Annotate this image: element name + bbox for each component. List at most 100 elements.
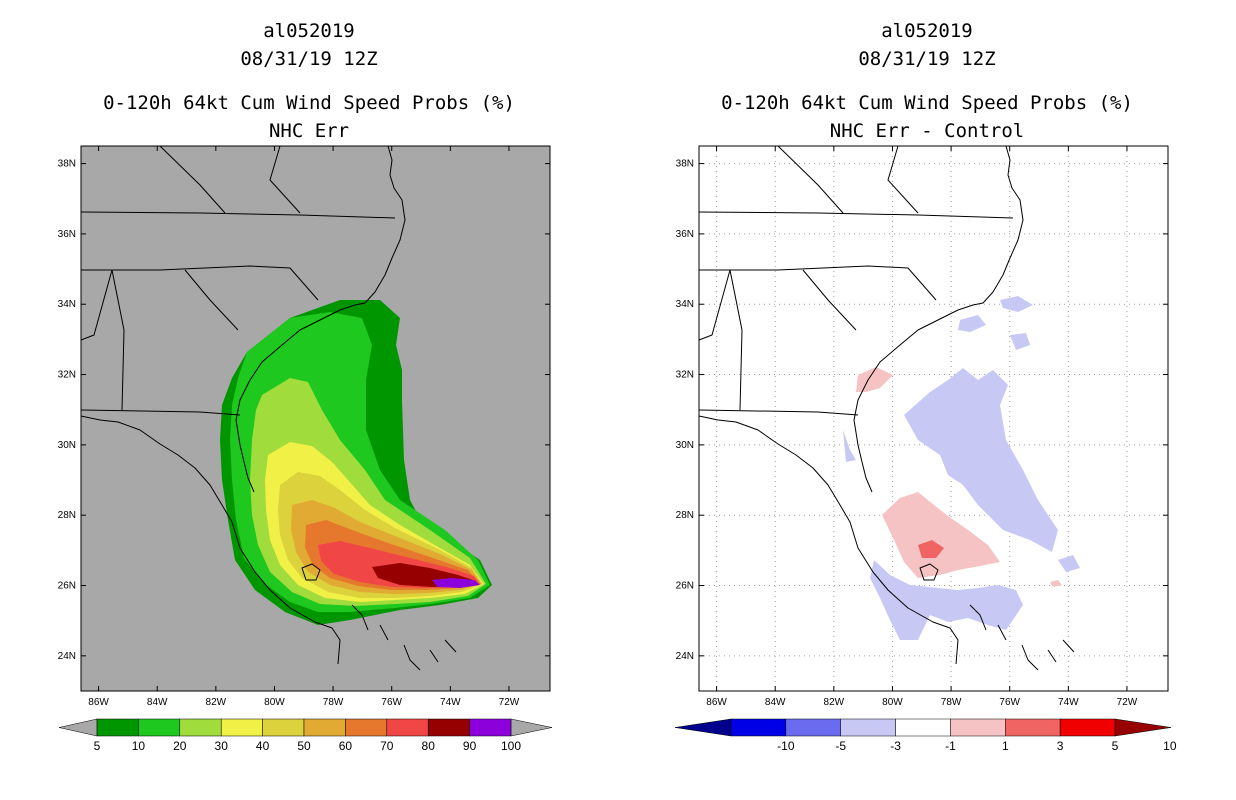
diff-pos-3-5 <box>918 540 944 558</box>
x-tick-label: 82W <box>824 697 845 708</box>
x-tick-label: 76W <box>999 697 1020 708</box>
difference-map: 86W 84W 82W 80W 78W 76W 74W 72W 24N 26N 28N 30N 32N 3… <box>674 145 1177 753</box>
y-tick-label: 26N <box>58 581 76 592</box>
diff-neg-1-3-east <box>904 368 1058 552</box>
y-tick-label: 38N <box>676 159 694 170</box>
colorbar: -10 -5 -3 -1 1 3 5 10 <box>674 718 1177 753</box>
colorbar: 5 10 20 30 40 50 60 70 80 90 100 <box>58 718 553 753</box>
storm-id: al052019 <box>881 20 973 42</box>
coastline-east <box>80 145 406 665</box>
x-tick-label: 82W <box>206 697 227 708</box>
chart-subtitle: NHC Err - Control <box>829 120 1025 142</box>
colorbar-swatch <box>179 718 222 737</box>
chart-title: 0-120h 64kt Cum Wind Speed Probs (%) <box>721 92 1133 114</box>
y-tick-label: 30N <box>58 440 76 451</box>
x-tick-label: 72W <box>1117 697 1138 708</box>
contour-90 <box>432 578 480 588</box>
colorbar-label: 80 <box>422 739 436 753</box>
y-tick-label: 38N <box>58 159 76 170</box>
colorbar-label: -3 <box>890 739 901 753</box>
map-frame <box>80 145 551 692</box>
colorbar-under-tip <box>58 718 98 737</box>
y-tick-label: 28N <box>58 510 76 521</box>
y-tick-label: 34N <box>58 299 76 310</box>
colorbar-label: 5 <box>1112 739 1119 753</box>
colorbar-label: 90 <box>463 739 477 753</box>
x-tick-label: 78W <box>323 697 344 708</box>
diff-pos-1-3-se <box>882 492 1000 578</box>
lake-okeechobee <box>301 563 321 581</box>
y-tick-label: 34N <box>676 299 694 310</box>
y-tick-label: 26N <box>676 581 694 592</box>
diff-neg-1-3-south <box>870 560 1023 640</box>
coastline-east <box>698 145 1024 665</box>
map-frame <box>698 145 1169 692</box>
colorbar-swatch <box>1005 718 1061 737</box>
chart-subtitle: NHC Err <box>268 120 350 142</box>
diff-neg-1-3-north2 <box>1000 296 1033 312</box>
colorbar-label: 70 <box>380 739 394 753</box>
colorbar-label: -5 <box>835 739 846 753</box>
x-tick-label: 80W <box>882 697 903 708</box>
axis-ticks: 86W 84W 82W 80W 78W 76W 74W 72W 24N 26N 28N 30N 32N 3… <box>676 146 1168 708</box>
x-tick-label: 76W <box>381 697 402 708</box>
bahamas <box>969 604 1075 671</box>
state-borders <box>80 145 396 416</box>
diff-pos-1-3-dot <box>1050 580 1062 587</box>
lake-okeechobee <box>919 563 939 581</box>
colorbar-swatch <box>262 718 305 737</box>
colorbar-label: -1 <box>945 739 956 753</box>
colorbar-label: 30 <box>215 739 229 753</box>
colorbar-swatch <box>840 718 896 737</box>
colorbar-label: 100 <box>501 739 521 753</box>
left-panel: al052019 08/31/19 12Z 0-120h 64kt Cum Wi… <box>103 20 515 142</box>
y-tick-label: 36N <box>676 229 694 240</box>
colorbar-swatch <box>303 718 346 737</box>
axis-ticks: 86W 84W 82W 80W 78W 76W 74W 72W 24N 26N 28N 30N 32N 3… <box>58 146 550 708</box>
x-tick-label: 86W <box>88 697 109 708</box>
colorbar-label: 5 <box>94 739 101 753</box>
right-panel: al052019 08/31/19 12Z 0-120h 64kt Cum Wi… <box>618 0 1236 800</box>
x-tick-label: 74W <box>1058 697 1079 708</box>
colorbar-swatch <box>730 718 787 737</box>
colorbar-label: 10 <box>132 739 146 753</box>
x-tick-label: 80W <box>264 697 285 708</box>
colorbar-label: 3 <box>1057 739 1064 753</box>
probability-map: 86W 84W 82W 80W 78W 76W 74W 72W 24N 26N 28N 30N 32N 3… <box>58 145 553 753</box>
colorbar-swatch <box>220 718 263 737</box>
colorbar-label: 10 <box>1163 739 1177 753</box>
x-tick-label: 86W <box>706 697 727 708</box>
y-tick-label: 24N <box>676 651 694 662</box>
colorbar-over-tip <box>510 718 553 737</box>
coastlines <box>698 145 1075 671</box>
coastlines <box>80 145 457 671</box>
colorbar-swatch <box>138 718 181 737</box>
colorbar-label: 20 <box>173 739 187 753</box>
y-tick-label: 32N <box>676 370 694 381</box>
diff-neg-1-3-west <box>843 430 856 462</box>
colorbar-swatch <box>96 718 139 737</box>
state-borders <box>698 145 1014 416</box>
colorbar-swatch <box>1059 718 1116 737</box>
colorbar-label: 50 <box>297 739 311 753</box>
probability-contours <box>220 300 492 625</box>
colorbar-swatch <box>345 718 388 737</box>
y-tick-label: 28N <box>676 510 694 521</box>
colorbar-label: 40 <box>256 739 270 753</box>
colorbar-swatch <box>386 718 429 737</box>
x-tick-label: 84W <box>147 697 168 708</box>
y-tick-label: 30N <box>676 440 694 451</box>
y-tick-label: 36N <box>58 229 76 240</box>
difference-contours <box>843 296 1080 640</box>
storm-id: al052019 <box>263 20 355 42</box>
diff-neg-1-3-mid <box>1010 333 1030 350</box>
diff-neg-1-3-extra <box>1058 555 1080 572</box>
y-tick-label: 24N <box>58 651 76 662</box>
colorbar-label: 60 <box>339 739 353 753</box>
colorbar-label: 1 <box>1002 739 1009 753</box>
chart-title: 0-120h 64kt Cum Wind Speed Probs (%) <box>103 92 515 114</box>
colorbar-label: -10 <box>777 739 795 753</box>
colorbar-swatch <box>469 718 512 737</box>
x-tick-label: 84W <box>765 697 786 708</box>
diff-neg-1-3-north <box>958 315 986 332</box>
